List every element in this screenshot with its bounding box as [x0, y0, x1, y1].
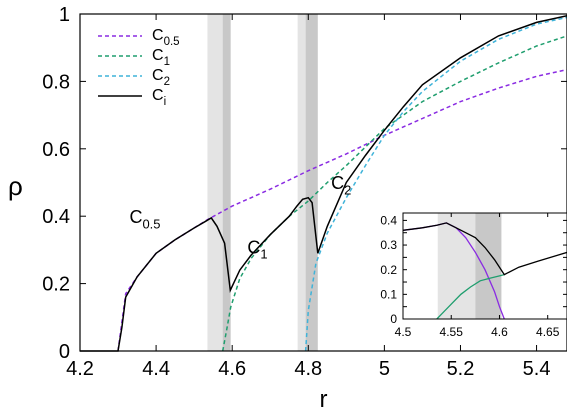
y-tick-label: 0.6	[42, 139, 70, 161]
x-tick-label: 5.2	[447, 358, 475, 380]
inset-y-tick-label: 0.3	[380, 238, 397, 252]
series-line-c-2	[304, 16, 567, 352]
shaded-band-dark	[305, 14, 318, 351]
legend-entry-c-0-5: C0.5	[152, 27, 180, 48]
y-tick-label: 0	[59, 341, 70, 363]
y-tick-label: 0.2	[42, 274, 70, 296]
shaded-band-light	[297, 14, 306, 351]
series-line-c-i	[80, 14, 567, 352]
x-tick-label: 4.6	[218, 358, 246, 380]
inset-series-line-2	[402, 222, 567, 276]
series-line-c-1	[221, 35, 567, 352]
x-tick-label: 4.4	[142, 358, 170, 380]
inset-x-tick-label: 4.5	[395, 325, 412, 339]
inset-series-line-1	[436, 273, 505, 320]
legend-entry-c-i: Ci	[152, 87, 166, 108]
curve-label-c-2: C2	[331, 173, 351, 197]
inset-plot: 4.5 4.55 4.6 4.65 0 0.1 0.2 0.3 0.4	[380, 212, 567, 339]
x-tick-label: 4.2	[66, 358, 94, 380]
x-tick-label: 5.4	[523, 358, 551, 380]
shaded-band-light	[207, 14, 223, 351]
inset-y-tick-label: 0	[390, 312, 397, 326]
inset-shaded-band-dark	[475, 213, 502, 319]
y-tick-label: 0.8	[42, 71, 70, 93]
inset-y-tick-label: 0.4	[380, 214, 397, 228]
y-tick-label: 0.4	[42, 206, 70, 228]
main-plot: 4.2 4.4 4.6 4.8 5 5.2 5.400.20.40.60.81rρC0.5C…	[8, 4, 567, 413]
legend-entry-c-2: C2	[152, 67, 170, 88]
x-tick-label: 4.8	[294, 358, 322, 380]
inset-axes-frame	[402, 212, 567, 320]
y-axis-label: ρ	[8, 171, 23, 201]
x-tick-label: 5	[379, 358, 390, 380]
inset-x-tick-label: 4.65	[536, 325, 560, 339]
axes-frame	[79, 13, 567, 352]
inset-y-tick-label: 0.2	[380, 263, 397, 277]
shaded-band-dark	[222, 14, 231, 351]
curve-label-c-0-5: C0.5	[129, 207, 160, 231]
inset-x-tick-label: 4.6	[491, 325, 508, 339]
x-axis-label: r	[320, 386, 328, 411]
inset-shaded-band-light	[437, 213, 476, 319]
curve-label-c-1: C1	[247, 237, 267, 261]
inset-y-tick-label: 0.1	[380, 288, 397, 302]
inset-x-tick-label: 4.55	[440, 325, 464, 339]
legend-entry-c-1: C1	[152, 47, 170, 68]
y-tick-label: 1	[59, 4, 70, 26]
